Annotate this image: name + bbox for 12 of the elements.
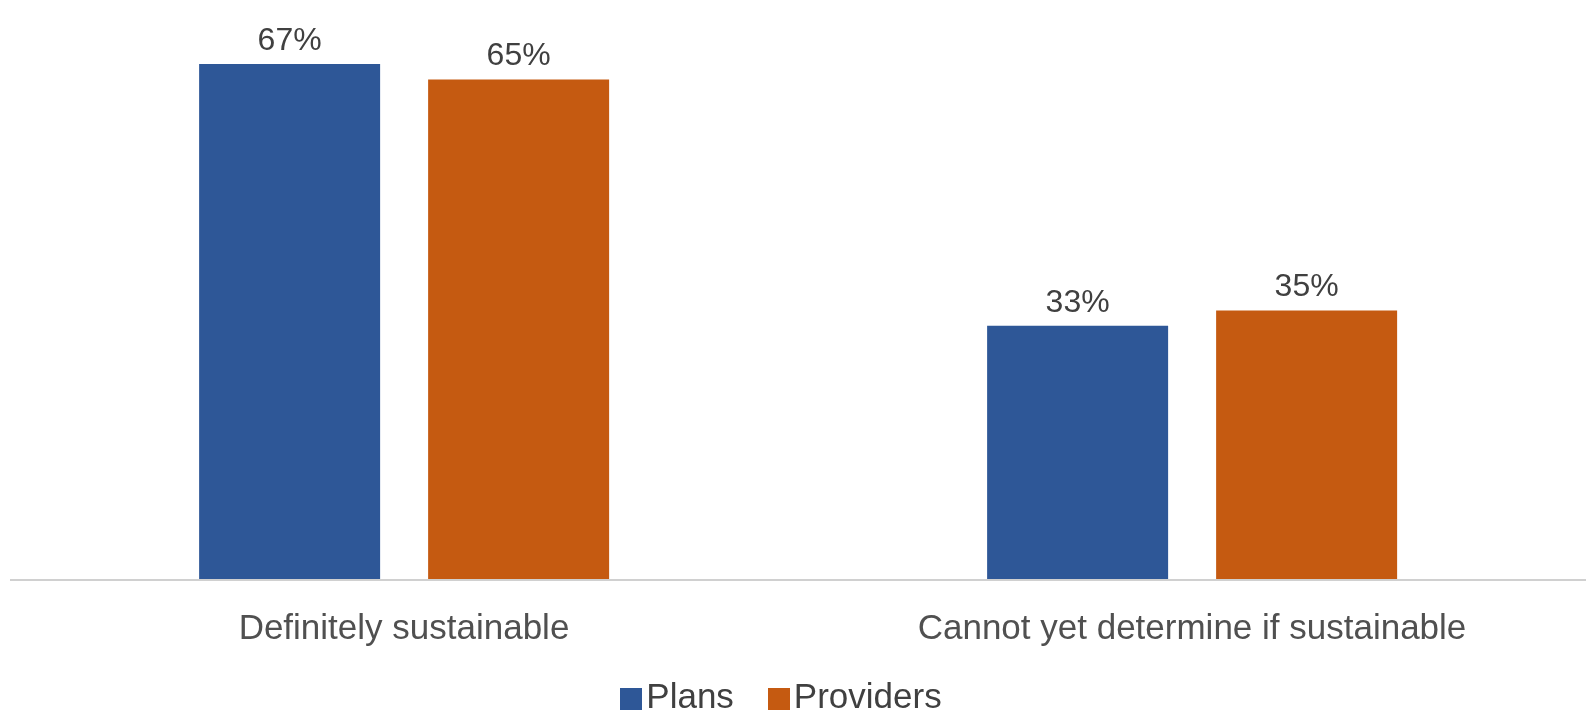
x-tick-label: Definitely sustainable [238, 606, 570, 646]
x-tick-label: Cannot yet determine if sustainable [917, 606, 1467, 646]
bar [1216, 310, 1398, 580]
data-label: 67% [257, 21, 322, 57]
bar [199, 64, 381, 580]
data-label: 35% [1274, 267, 1339, 304]
data-label: 65% [486, 36, 551, 73]
legend-label: Plans [646, 676, 734, 715]
legend-label: Providers [793, 676, 942, 715]
bar [987, 325, 1169, 580]
bar [428, 79, 610, 580]
data-label: 33% [1045, 282, 1110, 319]
